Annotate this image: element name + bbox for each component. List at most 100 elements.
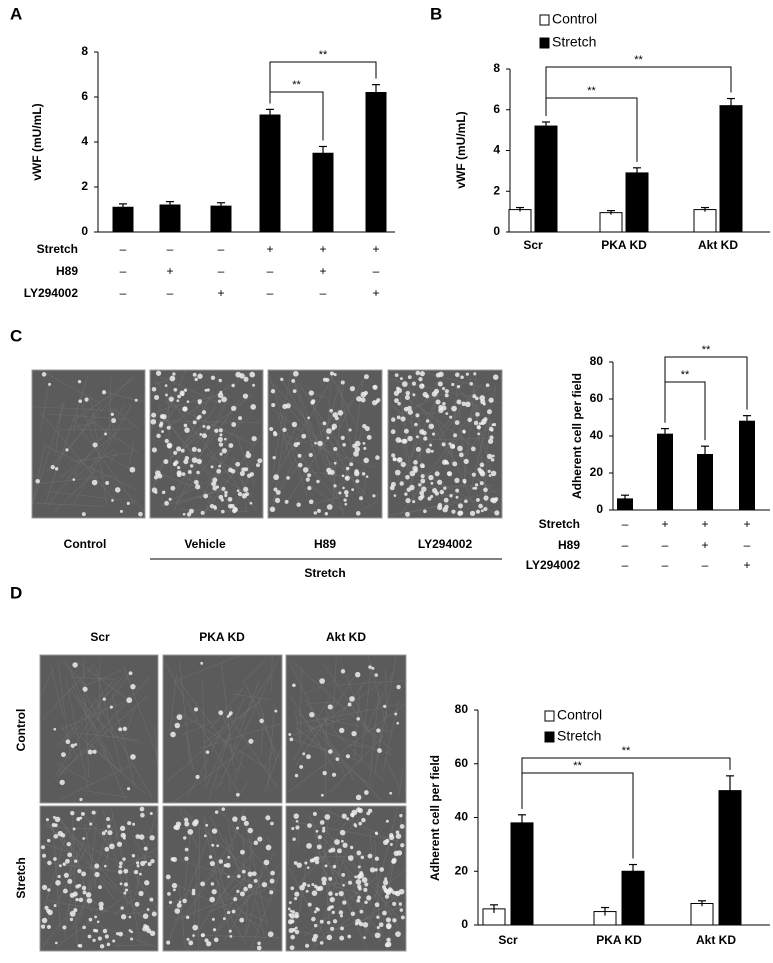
cell-edge (38, 410, 115, 501)
cell-edge (403, 441, 410, 479)
cell-edge (82, 659, 90, 779)
cell-edge (132, 870, 157, 909)
cell (231, 909, 236, 914)
cell (328, 749, 333, 754)
cell (185, 915, 190, 920)
cell (329, 371, 334, 376)
cell (65, 858, 70, 864)
cell (455, 495, 459, 499)
cell (269, 878, 275, 884)
cell (444, 504, 449, 510)
cell (400, 915, 405, 920)
cell (470, 446, 476, 452)
cell (118, 931, 123, 937)
image-label: Vehicle (184, 537, 226, 551)
cell (389, 833, 394, 838)
cell (319, 678, 325, 684)
cell-edge (313, 856, 345, 951)
y-axis-label: vWF (mU/mL) (454, 111, 468, 188)
cell (206, 941, 212, 947)
cell (403, 428, 409, 434)
cell (81, 871, 87, 877)
cell (455, 488, 460, 493)
cell (307, 884, 311, 888)
cell (371, 666, 375, 670)
cell-edge (217, 849, 256, 901)
cell (149, 811, 153, 816)
column-label: Scr (90, 630, 110, 644)
cell (249, 472, 255, 477)
cell (270, 821, 274, 826)
cell (253, 878, 258, 883)
group-label: Stretch (304, 566, 345, 580)
y-axis-label: Adherent cell per field (428, 755, 442, 881)
cell (389, 791, 393, 795)
x-tick-label: PKA KD (601, 238, 647, 252)
cell (164, 500, 169, 506)
cell (376, 925, 380, 930)
cell-edge (41, 916, 67, 949)
cell (117, 869, 123, 875)
cell (252, 383, 256, 387)
cell (335, 757, 340, 761)
cell (390, 429, 396, 435)
cell (401, 438, 407, 444)
cell (438, 371, 444, 378)
cell (431, 432, 436, 436)
cell (330, 926, 335, 931)
cell-edge (69, 835, 73, 921)
cell (334, 892, 339, 896)
treatment-label: LY294002 (24, 286, 79, 300)
cell (326, 436, 330, 440)
treatment-mark: – (120, 264, 127, 278)
cell (151, 911, 157, 917)
cell (134, 398, 138, 402)
cell (326, 934, 333, 941)
cell (199, 433, 203, 436)
cell (479, 462, 485, 468)
cell-edge (271, 407, 340, 503)
cell (317, 835, 322, 840)
cell-edge (199, 723, 281, 749)
bar (312, 152, 334, 233)
cell (216, 468, 222, 474)
cell (243, 820, 249, 826)
cell (355, 479, 360, 484)
cell-edge (68, 676, 123, 739)
cell (366, 434, 372, 440)
cell (229, 935, 233, 938)
cell (294, 926, 298, 930)
cell (74, 743, 78, 746)
cell (150, 418, 157, 425)
cell (319, 941, 324, 945)
cell (219, 452, 223, 456)
cell-edge (175, 676, 245, 769)
cell-edge (385, 668, 387, 719)
cell-edge (109, 450, 118, 465)
cell (490, 470, 497, 477)
cell (483, 417, 488, 422)
cell (257, 941, 261, 946)
cell-edge (400, 393, 476, 449)
cell (191, 891, 196, 896)
cell (188, 508, 194, 514)
cell (243, 886, 248, 892)
cell (166, 425, 171, 430)
cell (292, 389, 297, 393)
cell (173, 387, 178, 392)
cell-edge (228, 778, 231, 790)
cell (89, 822, 93, 826)
cell (307, 823, 312, 828)
treatment-mark: – (622, 517, 629, 531)
treatment-mark: – (622, 558, 629, 572)
cell (282, 427, 287, 432)
treatment-mark: + (319, 264, 326, 278)
cell-edge (42, 664, 95, 720)
cell (462, 429, 466, 434)
bar (693, 209, 717, 233)
cell (101, 390, 107, 395)
cell (245, 492, 250, 497)
cell (339, 914, 343, 918)
cell (144, 860, 147, 864)
cell-edge (153, 399, 182, 440)
